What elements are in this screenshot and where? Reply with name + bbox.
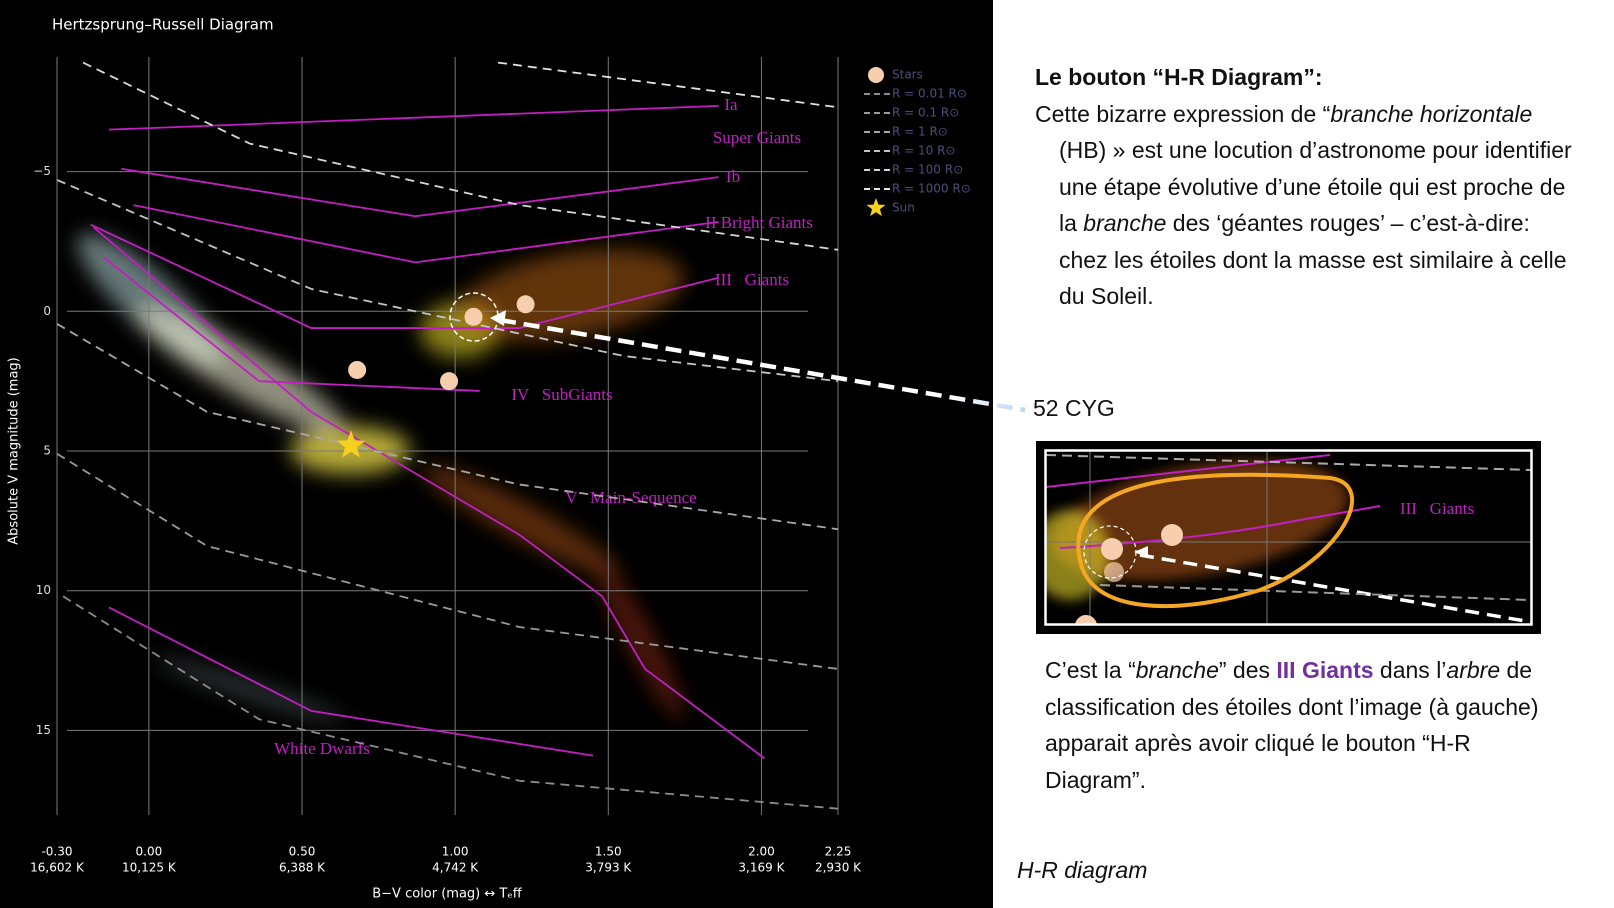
legend-label: R = 10 R⊙ — [892, 144, 956, 158]
legend-label: R = 1 R⊙ — [892, 125, 948, 139]
x-tick-temperature: 2,930 K — [815, 861, 862, 875]
text: arbre — [1446, 657, 1501, 683]
y-tick-label: −5 — [33, 164, 51, 178]
x-tick-temperature: 3,169 K — [738, 861, 785, 875]
text: Cette bizarre expression de “ — [1035, 100, 1331, 127]
caption: H-R diagram — [1017, 857, 1148, 883]
text: des ‘géantes rouges’ – c’est-à-dire: che… — [1059, 210, 1567, 309]
y-tick-label: 0 — [43, 304, 51, 318]
class-line — [108, 606, 594, 757]
inset-border — [1044, 449, 1533, 626]
class-line — [102, 256, 480, 392]
x-axis-title: B−V color (mag) ↔ Tₑff — [372, 887, 523, 902]
radius-line — [56, 453, 839, 670]
legend-label: R = 0.01 R⊙ — [892, 87, 967, 101]
callout-label: 52 CYG — [1033, 395, 1115, 421]
class-line — [90, 223, 719, 329]
class-line — [109, 105, 719, 131]
legend-item[interactable]: R = 0.1 R⊙ — [864, 106, 959, 120]
text: dans l’ — [1373, 657, 1447, 683]
y-tick-label: 5 — [43, 444, 51, 458]
annotation: Super Giants — [713, 128, 801, 147]
paragraph: Cette bizarre expression de “branche hor… — [1035, 96, 1580, 315]
callout-arrow — [499, 317, 1026, 413]
star-point — [464, 307, 483, 326]
legend-item[interactable]: Sun — [866, 198, 915, 217]
x-tick-label: 2.25 — [825, 845, 852, 859]
star-point — [440, 372, 459, 391]
x-tick-label: -0.30 — [41, 845, 72, 859]
legend-marker — [868, 67, 884, 83]
class-label: Ib — [726, 167, 740, 186]
y-axis-title: Absolute V magnitude (mag) — [7, 357, 22, 544]
chart-title: Hertzsprung–Russell Diagram — [52, 16, 274, 34]
legend-label: Stars — [892, 68, 923, 82]
x-tick-temperature: 4,742 K — [432, 861, 479, 875]
class-line — [133, 204, 719, 264]
inset: III Giants — [1036, 441, 1541, 634]
legend-item[interactable]: R = 0.01 R⊙ — [864, 87, 967, 101]
legend-label: R = 0.1 R⊙ — [892, 106, 959, 120]
x-tick-temperature: 3,793 K — [585, 861, 632, 875]
legend-label: R = 100 R⊙ — [892, 163, 963, 177]
text: ” des — [1218, 657, 1277, 683]
y-tick-label: 10 — [36, 583, 51, 597]
class-label: IV SubGiants — [511, 385, 612, 404]
text: branche — [1135, 657, 1219, 683]
text: de classification des étoiles dont l’ima… — [1045, 657, 1539, 793]
class-line — [93, 226, 766, 760]
inset-label: III Giants — [1400, 499, 1474, 518]
star-point — [348, 360, 367, 379]
x-tick-label: 0.00 — [136, 845, 163, 859]
text: branche horizontale — [1330, 100, 1533, 127]
x-tick-temperature: 16,602 K — [30, 861, 85, 875]
radius-line — [497, 61, 839, 109]
y-tick-label: 15 — [36, 723, 51, 737]
x-tick-label: 1.50 — [595, 845, 622, 859]
radius-line — [56, 323, 839, 531]
class-label: White Dwarfs — [274, 739, 370, 758]
x-tick-label: 0.50 — [289, 845, 316, 859]
legend-item[interactable]: R = 100 R⊙ — [864, 163, 963, 177]
radius-line — [62, 595, 839, 810]
class-line — [121, 167, 719, 218]
class-label: V Main-Sequence — [565, 488, 696, 507]
class-label: II Bright Giants — [705, 213, 813, 232]
text: III Giants — [1276, 657, 1374, 683]
x-tick-temperature: 10,125 K — [122, 861, 177, 875]
class-label: Ia — [724, 95, 738, 114]
chart-background — [0, 0, 993, 908]
text: C’est la “ — [1045, 657, 1136, 683]
text-block: Le bouton “H-R Diagram”: Cette bizarre e… — [1035, 59, 1580, 315]
text: (HB) » est une locution d’astronome pour… — [1059, 137, 1572, 236]
paragraph: C’est la “branche” des III Giants dans l… — [1045, 652, 1575, 798]
text: branche — [1083, 210, 1167, 236]
callout-arrowhead — [490, 310, 506, 326]
legend-item[interactable]: Stars — [868, 67, 923, 83]
class-label: III Giants — [715, 270, 789, 289]
legend-marker — [866, 198, 886, 217]
legend-item[interactable]: R = 1 R⊙ — [864, 125, 948, 139]
plot-area: -0.30 16,602 K 0.00 10,125 K 0.50 6,388 K 1.00… — [30, 61, 862, 875]
x-tick-label: 2.00 — [748, 845, 775, 859]
radius-line — [82, 61, 839, 251]
legend-label: Sun — [892, 201, 915, 215]
star-point — [516, 295, 535, 314]
legend-item[interactable]: R = 10 R⊙ — [864, 144, 956, 158]
sun-marker — [336, 430, 366, 458]
x-tick-label: 1.00 — [442, 845, 469, 859]
legend-label: R = 1000 R⊙ — [892, 182, 971, 196]
legend-item[interactable]: R = 1000 R⊙ — [864, 182, 971, 196]
x-tick-temperature: 6,388 K — [279, 861, 326, 875]
heading: Le bouton “H-R Diagram”: — [1035, 64, 1323, 90]
